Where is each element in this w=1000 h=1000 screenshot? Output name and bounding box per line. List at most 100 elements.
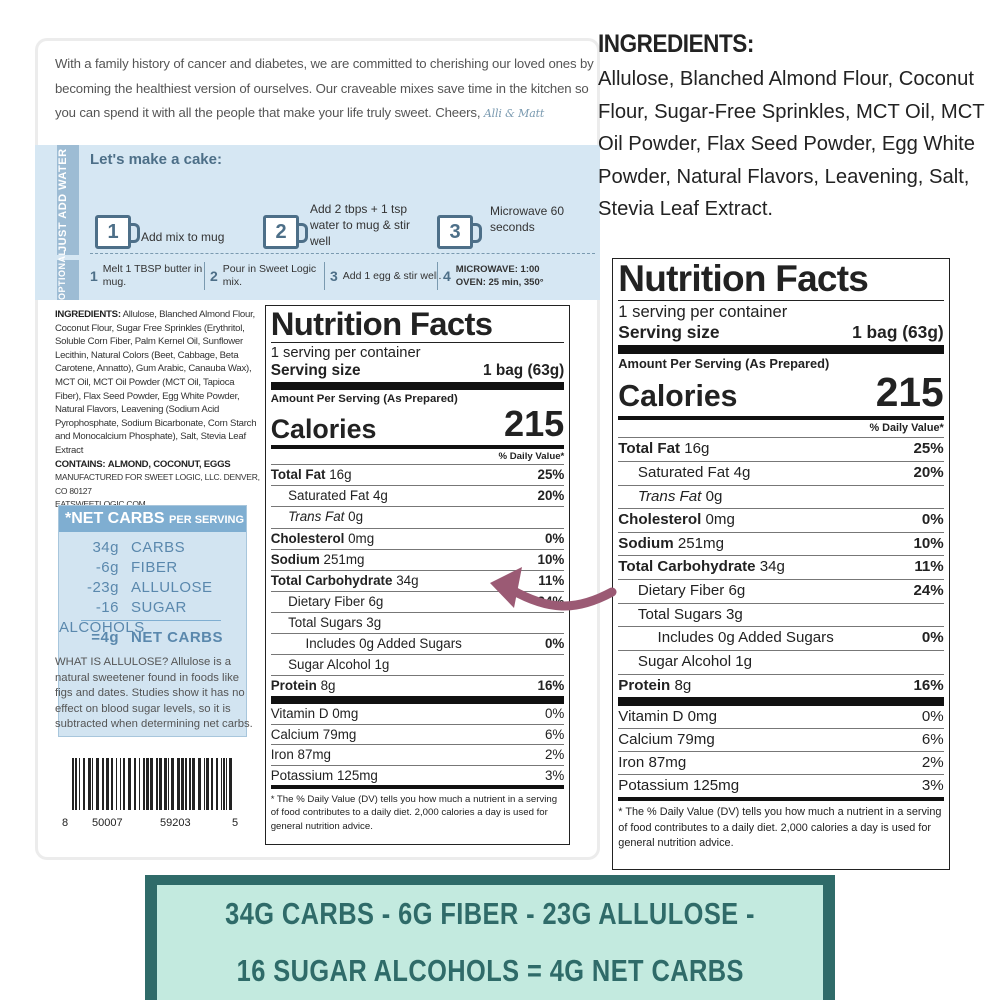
nutrient: Total Carbohydrate 34g — [271, 571, 419, 591]
barcode-bar — [116, 758, 117, 810]
nutrient: Dietary Fiber 6g — [288, 592, 383, 612]
nutrient-name: Saturated Fat — [288, 488, 370, 504]
net-carbs-header: *NET CARBS PER SERVING — [59, 506, 246, 532]
barcode-digit: 59203 — [160, 817, 191, 829]
barcode-bar — [120, 758, 121, 810]
banner: 34G CARBS - 6G FIBER - 23G ALLULOSE - 16 … — [145, 875, 835, 1000]
vitamin-dv: 0% — [544, 706, 565, 722]
step-handle — [129, 223, 140, 243]
vitamins: Vitamin D 0mg 0% Calcium 79mg 6% Iron 87mg 2%… — [270, 704, 565, 785]
serving-size-value: 1 bag (63g) — [482, 362, 565, 380]
calories-label: Calories — [270, 413, 377, 444]
nutrient-amount: 34g — [396, 572, 419, 588]
calories-value: 215 — [503, 403, 565, 445]
vitamin: Vitamin D 0mg — [271, 704, 359, 723]
nutrient-dv: 24% — [913, 582, 944, 600]
banner-line: 34G CARBS - 6G FIBER - 23G ALLULOSE - — [225, 895, 755, 931]
nutrient-dv: 24% — [537, 593, 565, 609]
nutrient-row: Sodium 251mg 10% — [618, 531, 944, 556]
nutrient: Total Sugars 3g — [638, 604, 743, 627]
rule — [270, 342, 565, 344]
nutrient-row: Protein 8g 16% — [618, 673, 944, 698]
barcode-digit: 8 — [62, 817, 68, 829]
barcode-bar — [171, 758, 174, 810]
nutrient-dv: 25% — [537, 467, 565, 483]
vitamin: Potassium 125mg — [618, 775, 739, 797]
dashed-divider — [90, 253, 595, 254]
nutrient-amount: 4g — [372, 488, 388, 504]
barcode: 8 50007 59203 5 — [62, 758, 238, 829]
barcode-bar — [198, 758, 201, 810]
barcode-bar — [221, 758, 222, 810]
vitamin-row: Vitamin D 0mg 0% — [271, 704, 565, 723]
net-carbs-title: *NET CARBS — [65, 510, 165, 527]
nutrient-amount: 16g — [684, 440, 710, 458]
nutrient-row: Includes 0g Added Sugars 0% — [270, 632, 565, 654]
vitamin: Vitamin D 0mg — [618, 706, 717, 728]
nutrient: Includes 0g Added Sugars — [306, 634, 462, 654]
nutrient-name: Total Fat — [270, 467, 326, 483]
nutrient-name: Dietary Fiber — [637, 582, 725, 600]
nutrient-name: Sugar Alcohol — [288, 657, 371, 673]
nutrient: Total Carbohydrate 34g — [618, 556, 785, 579]
vitamin-amount: 0mg — [332, 706, 359, 722]
medium-bar — [618, 796, 944, 802]
barcode-bar — [211, 758, 213, 810]
barcode-bar — [156, 758, 158, 810]
vitamins: Vitamin D 0mg 0% Calcium 79mg 6% Iron 87mg 2%… — [618, 706, 944, 797]
signature: Alli & Matt — [483, 107, 545, 120]
nutrient-name: Saturated Fat — [637, 463, 730, 481]
thick-bar — [270, 382, 565, 391]
barcode-bar — [185, 758, 187, 810]
barcode-bar — [134, 758, 136, 810]
serving-size-label: Serving size — [270, 362, 361, 380]
nutrient: Saturated Fat 4g — [638, 462, 750, 485]
optional-step-line: Melt 1 TBSP butter in mug. — [102, 263, 203, 288]
barcode-bar — [177, 758, 180, 810]
net-carbs-rule — [81, 620, 221, 621]
nutrient-amount: 251mg — [323, 551, 365, 567]
vitamin-amount: 79mg — [677, 731, 715, 749]
optional-separator — [324, 262, 325, 290]
thick-bar — [618, 344, 944, 354]
nutrient-amount: 0g — [348, 509, 364, 525]
nutrient-name: Total Carbohydrate — [618, 558, 756, 576]
serving-size-label: Serving size — [618, 322, 720, 343]
nutrient-row: Total Carbohydrate 34g 11% — [270, 569, 565, 591]
website: EATSWEETLOGIC.COM — [55, 499, 146, 509]
nutrient-amount: 0mg — [705, 511, 735, 529]
barcode-bar — [223, 758, 225, 810]
vitamin-dv: 2% — [921, 754, 944, 772]
optional-step-line: Pour in Sweet Logic mix. — [222, 263, 317, 288]
nutrient-row: Total Sugars 3g — [270, 611, 565, 633]
nutrient-amount: 8g — [674, 676, 692, 694]
barcode-bar — [128, 758, 131, 810]
nutrient: Sodium 251mg — [271, 550, 365, 570]
optional-separator — [437, 262, 438, 290]
optional-step: 1 Melt 1 TBSP butter in mug. — [90, 261, 205, 291]
nutrient-name: Trans Fat — [288, 509, 345, 525]
calories-row: Calories 215 — [271, 406, 565, 442]
step-number: 1 — [95, 215, 131, 249]
nutrition-title: Nutrition Facts — [618, 258, 869, 299]
barcode-bar — [139, 758, 140, 810]
barcode-bar — [192, 758, 195, 810]
nutrient-row: Total Fat 16g 25% — [618, 437, 944, 461]
vitamin-row: Iron 87mg 2% — [618, 751, 944, 774]
optional-step-text: Add 1 egg & stir well. — [343, 270, 442, 283]
nutrient-name: Includes 0g Added Sugars — [657, 629, 834, 647]
nutrient: Total Fat 16g — [618, 438, 709, 461]
nutrient-amount: 6g — [368, 593, 384, 609]
optional-step-text: Melt 1 TBSP butter in mug. — [103, 263, 205, 289]
amount-heading: Amount Per Serving (As Prepared) — [618, 356, 830, 372]
barcode-bar — [226, 758, 227, 810]
nutrient-amount: 251mg — [677, 534, 724, 552]
steps-title: Let's make a cake: — [90, 151, 222, 168]
optional-step-line: MICROWAVE: 1:00 — [455, 264, 540, 275]
step-number: 2 — [263, 215, 299, 249]
barcode-bar — [102, 758, 104, 810]
vitamin-name: Iron — [618, 754, 645, 772]
nutrient-amount: 6g — [728, 582, 746, 600]
nutrient-name: Sugar Alcohol — [637, 652, 732, 670]
